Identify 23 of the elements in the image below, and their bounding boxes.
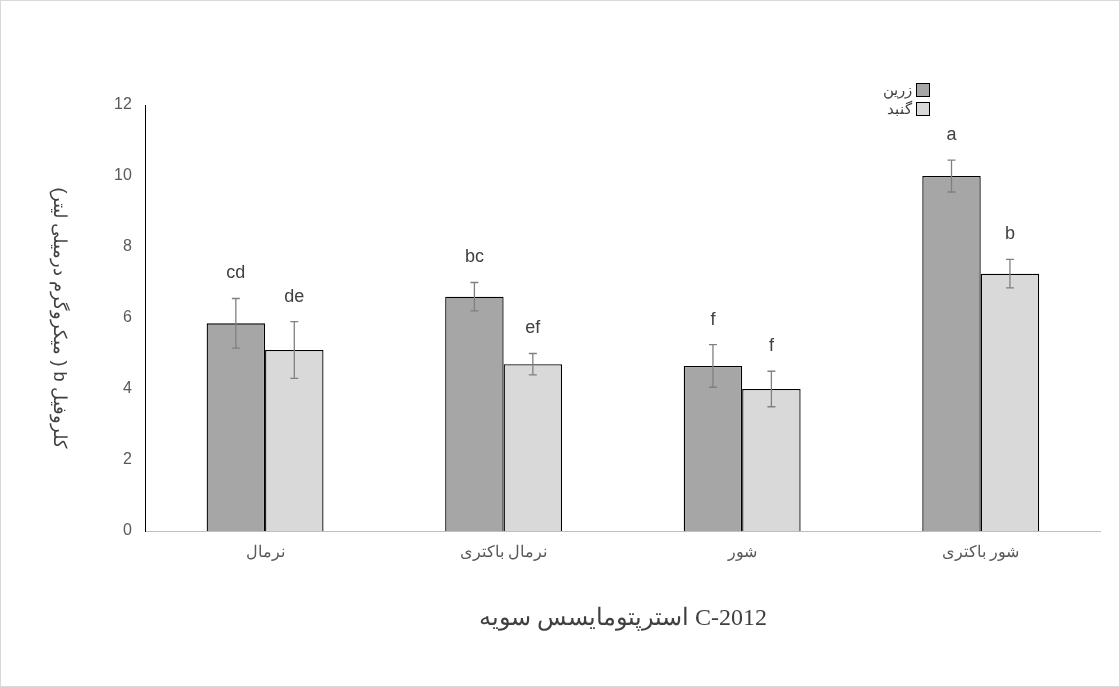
x-axis-title: استرپتومایسس سویه C-2012 [478, 603, 767, 631]
y-axis-title: کلروفیل b ( میکروگرم درمیلی لیتر) [49, 187, 71, 449]
y-tick-label: 2 [122, 450, 132, 468]
data-label: b [1004, 223, 1015, 244]
data-label: ef [525, 317, 542, 338]
data-label: cd [226, 262, 246, 283]
data-label: de [284, 285, 305, 306]
data-label: f [768, 335, 775, 356]
legend-label: زرین [883, 80, 912, 99]
y-tick-label: 12 [114, 95, 132, 113]
x-tick-label: نرمال باکتری [459, 543, 548, 562]
x-tick-label: نرمال [245, 543, 285, 562]
data-label: f [710, 308, 717, 329]
x-tick-label: شور [726, 543, 757, 562]
data-label: bc [464, 246, 484, 267]
y-tick-label: 4 [122, 379, 132, 397]
y-tick-label: 8 [122, 237, 132, 255]
data-label: a [946, 123, 958, 144]
x-tick-label: شور باکتری [942, 543, 1020, 562]
y-tick-label: 6 [122, 308, 132, 326]
legend-label: گنبد [887, 99, 912, 118]
y-tick-label: 10 [114, 166, 132, 184]
y-tick-label: 0 [122, 521, 132, 539]
